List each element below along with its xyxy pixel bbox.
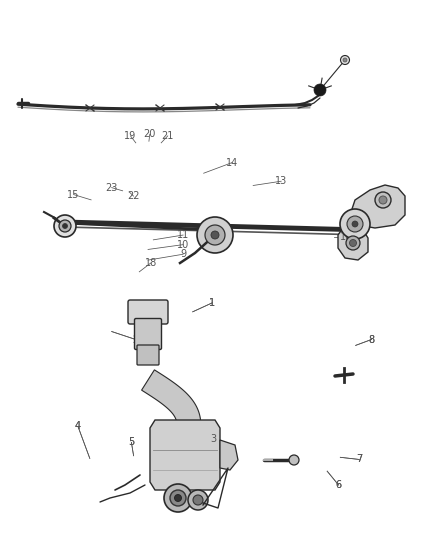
Circle shape <box>350 239 357 246</box>
Text: 11: 11 <box>177 230 189 240</box>
Text: 21: 21 <box>162 131 174 141</box>
Text: 9: 9 <box>180 249 186 259</box>
Circle shape <box>375 192 391 208</box>
FancyBboxPatch shape <box>128 300 168 324</box>
Text: 1: 1 <box>209 298 215 308</box>
Text: 2: 2 <box>133 335 139 344</box>
Text: 10: 10 <box>177 240 189 249</box>
Circle shape <box>205 225 225 245</box>
Circle shape <box>164 484 192 512</box>
Text: 4: 4 <box>75 422 81 431</box>
Circle shape <box>174 495 181 502</box>
Circle shape <box>197 217 233 253</box>
Circle shape <box>193 495 203 505</box>
Circle shape <box>289 455 299 465</box>
Text: 2: 2 <box>133 335 139 344</box>
Circle shape <box>54 215 76 237</box>
Circle shape <box>346 236 360 250</box>
Circle shape <box>352 221 358 227</box>
Text: 5: 5 <box>128 438 134 447</box>
Text: 1: 1 <box>209 298 215 308</box>
Text: 14: 14 <box>226 158 238 167</box>
Circle shape <box>347 216 363 232</box>
Circle shape <box>340 55 350 64</box>
Text: 6: 6 <box>336 480 342 490</box>
Text: 16: 16 <box>340 232 352 242</box>
Text: 20: 20 <box>144 130 156 139</box>
Text: 23: 23 <box>106 183 118 192</box>
Circle shape <box>379 196 387 204</box>
Circle shape <box>63 223 67 229</box>
Text: 19: 19 <box>124 131 137 141</box>
Text: 3: 3 <box>211 434 217 443</box>
FancyBboxPatch shape <box>134 319 162 350</box>
Circle shape <box>340 209 370 239</box>
Text: 7: 7 <box>356 455 362 464</box>
Text: 15: 15 <box>67 190 80 199</box>
Text: 8: 8 <box>368 335 374 344</box>
Text: 22: 22 <box>127 191 140 201</box>
Text: 8: 8 <box>368 335 374 344</box>
Text: 5: 5 <box>128 438 134 447</box>
Circle shape <box>170 490 186 506</box>
Polygon shape <box>150 420 220 490</box>
Polygon shape <box>141 370 201 437</box>
Text: 3: 3 <box>211 434 217 443</box>
Text: 6: 6 <box>336 480 342 490</box>
Text: 7: 7 <box>356 455 362 464</box>
Polygon shape <box>350 185 405 228</box>
FancyBboxPatch shape <box>137 345 159 365</box>
Text: 4: 4 <box>75 422 81 431</box>
Circle shape <box>188 490 208 510</box>
Text: 18: 18 <box>145 258 157 268</box>
Circle shape <box>211 231 219 239</box>
Text: 13: 13 <box>275 176 287 186</box>
Circle shape <box>343 58 347 62</box>
Circle shape <box>314 84 326 96</box>
Polygon shape <box>220 440 238 470</box>
Polygon shape <box>338 225 368 260</box>
Circle shape <box>59 220 71 232</box>
